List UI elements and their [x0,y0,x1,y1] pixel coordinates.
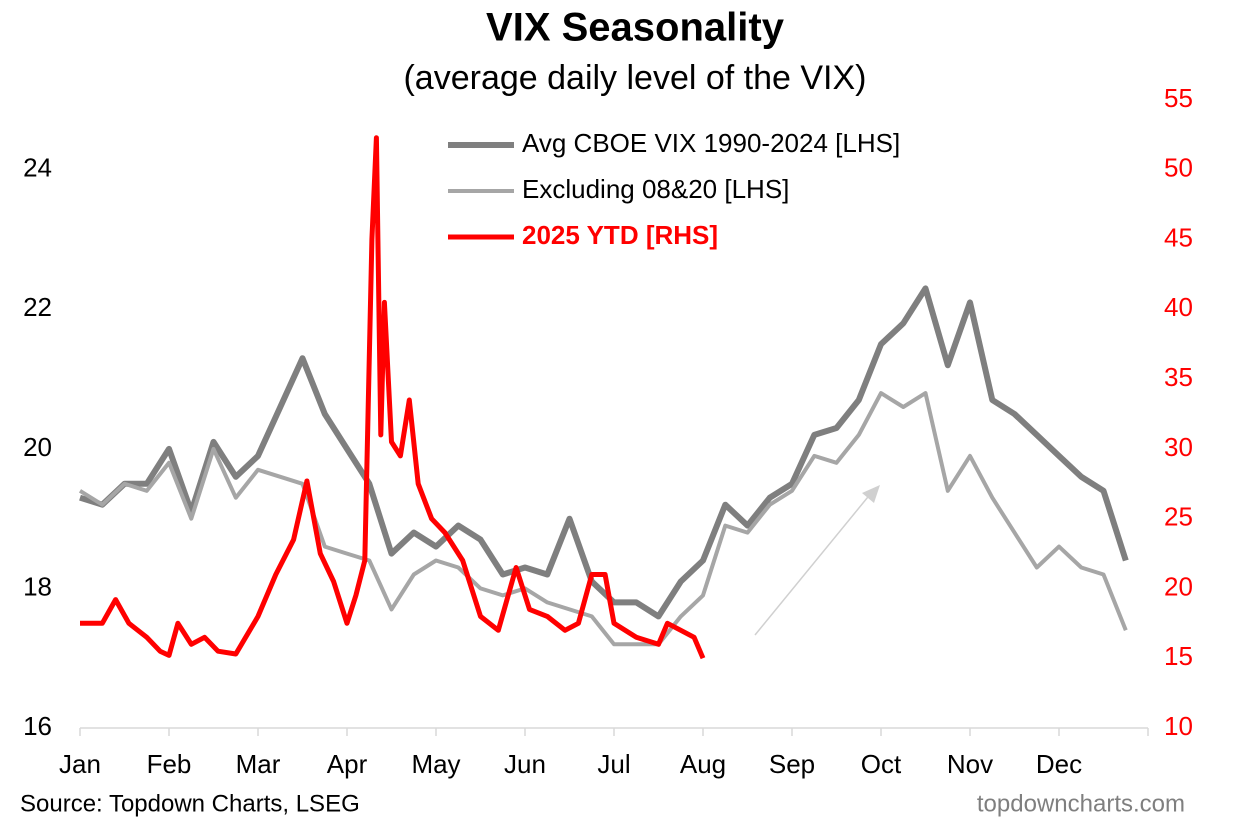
x-tick-label: Aug [680,749,726,779]
x-tick-label: Mar [236,749,281,779]
y-tick-label: 16 [23,711,52,741]
y2-tick-label: 40 [1164,292,1193,322]
y-tick-label: 20 [23,432,52,462]
legend-label: Excluding 08&20 [LHS] [522,174,789,204]
y2-tick-label: 55 [1164,83,1193,113]
series-line [80,135,706,660]
y2-tick-label: 10 [1164,711,1193,741]
x-tick-label: Nov [947,749,993,779]
source: Source: Topdown Charts, LSEG [20,790,360,817]
x-tick-label: Apr [327,749,368,779]
y2-tick-label: 50 [1164,153,1193,183]
y-tick-label: 24 [23,153,52,183]
chart-subtitle: (average daily level of the VIX) [403,59,866,97]
y2-tick-label: 30 [1164,432,1193,462]
x-tick-label: Dec [1036,749,1082,779]
legend-label: Avg CBOE VIX 1990-2024 [LHS] [522,128,900,158]
y-tick-label: 18 [23,571,52,601]
watermark: topdowncharts.com [977,790,1185,817]
x-tick-label: May [411,749,460,779]
y2-tick-label: 45 [1164,222,1193,252]
x-tick-label: Oct [861,749,902,779]
annotation-arrow [754,491,873,636]
x-tick-label: Feb [147,749,192,779]
x-tick-label: Jun [504,749,546,779]
legend-label: 2025 YTD [RHS] [522,220,718,250]
series-line [79,285,1129,620]
y-tick-label: 22 [23,292,52,322]
series-line [78,391,1128,647]
chart-title: VIX Seasonality [486,6,785,50]
annotation-arrowhead [862,485,880,503]
y2-tick-label: 15 [1164,641,1193,671]
x-tick-label: Jul [597,749,630,779]
x-tick-label: Sep [769,749,815,779]
y2-tick-label: 25 [1164,502,1193,532]
x-tick-label: Jan [59,749,101,779]
y2-tick-label: 35 [1164,362,1193,392]
y2-tick-label: 20 [1164,571,1193,601]
